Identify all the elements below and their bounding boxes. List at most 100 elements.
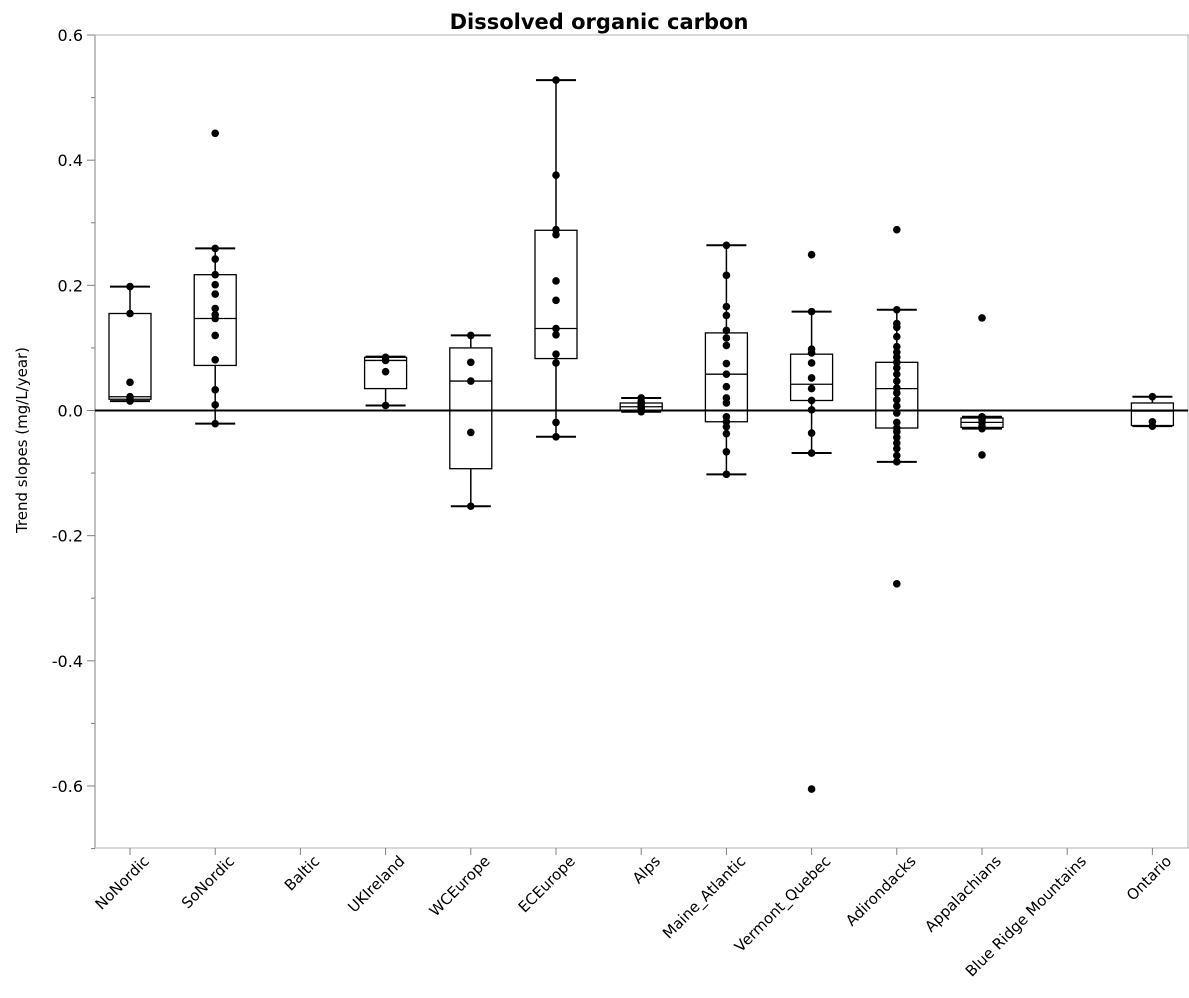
data-point bbox=[467, 428, 475, 437]
x-tick-label: UKIreland bbox=[344, 852, 408, 916]
data-point bbox=[467, 377, 475, 385]
box-groups bbox=[108, 76, 1175, 793]
data-point bbox=[893, 396, 901, 404]
y-tick-label: 0.2 bbox=[58, 276, 83, 295]
data-point bbox=[722, 382, 731, 391]
x-tick-label: NoNordic bbox=[92, 852, 153, 913]
data-point bbox=[211, 129, 219, 138]
data-point bbox=[807, 429, 816, 437]
data-point bbox=[552, 76, 560, 84]
data-point bbox=[211, 331, 219, 340]
data-point bbox=[893, 433, 901, 442]
data-point bbox=[552, 330, 560, 339]
box-group bbox=[789, 250, 834, 793]
data-point bbox=[722, 326, 731, 335]
data-point bbox=[722, 271, 731, 280]
data-point bbox=[211, 386, 219, 394]
data-point bbox=[211, 270, 219, 279]
data-point bbox=[893, 389, 901, 397]
box-group bbox=[363, 353, 408, 410]
data-point bbox=[807, 359, 816, 367]
data-point bbox=[807, 307, 816, 316]
y-axis-label: Trend slopes (mg/L/year) bbox=[13, 347, 31, 534]
data-point bbox=[807, 384, 816, 393]
data-point bbox=[722, 359, 731, 368]
data-point bbox=[211, 401, 219, 409]
data-point bbox=[722, 311, 731, 320]
x-axis-ticks: NoNordic SoNordic Baltic UKIreland WCEurope E… bbox=[92, 848, 1175, 980]
data-point bbox=[722, 370, 731, 379]
data-point bbox=[722, 448, 731, 456]
data-point bbox=[552, 359, 560, 367]
y-tick-label: 0.4 bbox=[58, 151, 83, 170]
y-tick-label: 0.6 bbox=[58, 26, 83, 45]
data-point bbox=[211, 290, 219, 298]
box-group bbox=[108, 282, 152, 405]
data-point bbox=[211, 244, 219, 253]
data-point bbox=[893, 323, 901, 332]
data-point bbox=[722, 422, 731, 431]
data-point bbox=[211, 255, 219, 263]
iqr-box bbox=[108, 312, 152, 400]
data-point bbox=[893, 358, 901, 367]
data-point bbox=[552, 418, 560, 427]
data-point bbox=[893, 439, 901, 447]
data-point bbox=[893, 332, 901, 341]
data-point bbox=[807, 250, 816, 259]
data-point bbox=[126, 309, 134, 318]
data-point bbox=[978, 451, 986, 459]
data-point bbox=[552, 277, 560, 285]
data-point bbox=[893, 444, 901, 453]
data-point bbox=[552, 432, 560, 441]
data-point bbox=[552, 324, 560, 333]
x-tick-label: Adirondacks bbox=[842, 852, 920, 930]
data-point bbox=[807, 449, 816, 457]
data-point bbox=[722, 399, 731, 407]
data-point bbox=[467, 358, 475, 367]
data-point bbox=[893, 342, 901, 351]
data-point bbox=[126, 282, 134, 291]
x-tick-label: Ontario bbox=[1123, 852, 1175, 904]
data-point bbox=[722, 334, 731, 342]
y-tick-label: -0.6 bbox=[52, 777, 83, 796]
data-point bbox=[807, 396, 816, 405]
data-point bbox=[893, 305, 901, 314]
data-point bbox=[552, 296, 560, 305]
x-tick-label: ECEurope bbox=[515, 852, 579, 916]
data-point bbox=[893, 427, 901, 436]
box-group bbox=[449, 331, 493, 511]
x-tick-label: Alps bbox=[629, 852, 664, 887]
data-point bbox=[722, 241, 731, 250]
data-point bbox=[893, 580, 901, 588]
data-point bbox=[722, 470, 731, 479]
data-point bbox=[467, 331, 475, 340]
data-point bbox=[381, 401, 390, 410]
data-point bbox=[381, 356, 390, 365]
data-point bbox=[381, 367, 390, 376]
data-point bbox=[807, 374, 816, 382]
data-point bbox=[807, 349, 816, 357]
data-point bbox=[1148, 392, 1157, 401]
data-point bbox=[893, 458, 901, 466]
data-point bbox=[211, 280, 219, 289]
data-point bbox=[893, 451, 901, 460]
x-tick-label: SoNordic bbox=[178, 852, 238, 912]
data-point bbox=[978, 314, 986, 322]
data-point bbox=[552, 230, 560, 239]
data-point bbox=[211, 314, 219, 323]
data-point bbox=[807, 785, 816, 793]
box-group bbox=[704, 241, 749, 479]
iqr-box bbox=[534, 229, 578, 360]
x-tick-label: Maine_Atlantic bbox=[659, 852, 750, 943]
data-point bbox=[552, 350, 560, 358]
data-point bbox=[211, 419, 219, 428]
data-point bbox=[1148, 422, 1157, 430]
data-point bbox=[211, 356, 219, 364]
y-tick-label: -0.4 bbox=[52, 652, 83, 671]
box-group bbox=[875, 225, 919, 588]
box-group bbox=[193, 129, 237, 428]
iqr-box bbox=[449, 347, 493, 470]
data-point bbox=[893, 377, 901, 385]
data-point bbox=[893, 402, 901, 410]
